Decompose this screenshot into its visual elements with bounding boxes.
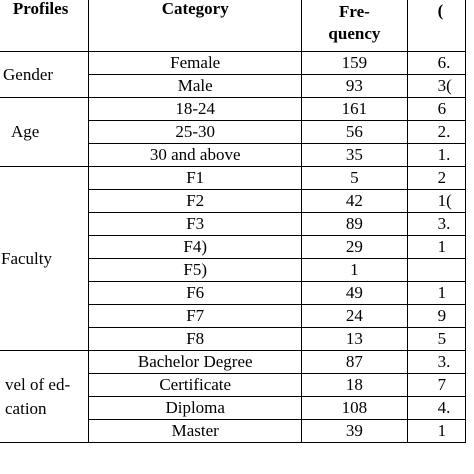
frequency-cell: 18 [301,373,408,397]
frequency-cell: 29 [301,235,408,259]
table-row: 30 and above 35 1. [0,143,467,167]
profile-age: Age [0,97,90,167]
frequency-cell: 108 [301,396,408,420]
percent-cell: 4. [406,396,467,420]
category-cell: 18-24 [88,97,303,121]
profile-faculty: Faculty [0,166,90,351]
header-category: Category [88,0,303,52]
table-row: Faculty F1 5 2 [0,166,467,351]
category-cell: F3 [88,212,303,236]
table-row: F8 13 5 [0,327,467,351]
header-percent: ( [406,0,467,52]
percent-cell: 3( [406,74,467,98]
table-row: Age 18-24 161 6 [0,97,467,167]
table-row: Certificate 18 7 [0,373,467,397]
profile-level-of-education: vel of ed- cation [0,350,90,443]
percent-cell: 1. [406,143,467,167]
demographic-profile-table: Profiles Category Fre- quency ( Gender F… [0,0,467,443]
frequency-cell: 35 [301,143,408,167]
percent-cell: 7 [406,373,467,397]
frequency-cell: 13 [301,327,408,351]
percent-cell: 5 [406,327,467,351]
frequency-cell: 87 [301,350,408,374]
category-cell: F1 [88,166,303,190]
frequency-cell: 89 [301,212,408,236]
frequency-cell: 159 [301,51,408,75]
profile-gender: Gender [0,51,90,98]
frequency-cell: 5 [301,166,408,190]
frequency-cell: 56 [301,120,408,144]
frequency-cell: 1 [301,258,408,282]
percent-cell: 9 [406,304,467,328]
category-cell: Certificate [88,373,303,397]
frequency-cell: 93 [301,74,408,98]
percent-cell: 1 [406,419,467,443]
category-cell: Diploma [88,396,303,420]
category-cell: 25-30 [88,120,303,144]
category-cell: Bachelor Degree [88,350,303,374]
category-cell: 30 and above [88,143,303,167]
table-row: Diploma 108 4. [0,396,467,420]
percent-cell: 2. [406,120,467,144]
percent-cell: 6. [406,51,467,75]
table-row: F4) 29 1 [0,235,467,259]
frequency-cell: 42 [301,189,408,213]
category-cell: F5) [88,258,303,282]
percent-cell: 3. [406,212,467,236]
table-row: F7 24 9 [0,304,467,328]
category-cell: Master [88,419,303,443]
percent-cell: 1( [406,189,467,213]
table-row: F5) 1 [0,258,467,282]
percent-cell: 3. [406,350,467,374]
table-row: F2 42 1( [0,189,467,213]
category-cell: Female [88,51,303,75]
category-cell: F8 [88,327,303,351]
header-profiles: Profiles [0,0,90,52]
category-cell: F4) [88,235,303,259]
frequency-cell: 39 [301,419,408,443]
percent-cell: 1 [406,281,467,305]
category-cell: F6 [88,281,303,305]
percent-cell: 2 [406,166,467,190]
header-frequency: Fre- quency [301,0,408,52]
header-row: Profiles Category Fre- quency ( [0,0,467,52]
percent-cell [406,258,467,282]
percent-cell: 1 [406,235,467,259]
frequency-cell: 161 [301,97,408,121]
table-row: vel of ed- cation Bachelor Degree 87 3. [0,350,467,443]
category-cell: F2 [88,189,303,213]
frequency-cell: 24 [301,304,408,328]
table-row: Master 39 1 [0,419,467,443]
table-row: Gender Female 159 6. [0,51,467,98]
category-cell: F7 [88,304,303,328]
category-cell: Male [88,74,303,98]
table-row: F3 89 3. [0,212,467,236]
frequency-cell: 49 [301,281,408,305]
table-row: 25-30 56 2. [0,120,467,144]
percent-cell: 6 [406,97,467,121]
table-row: Male 93 3( [0,74,467,98]
